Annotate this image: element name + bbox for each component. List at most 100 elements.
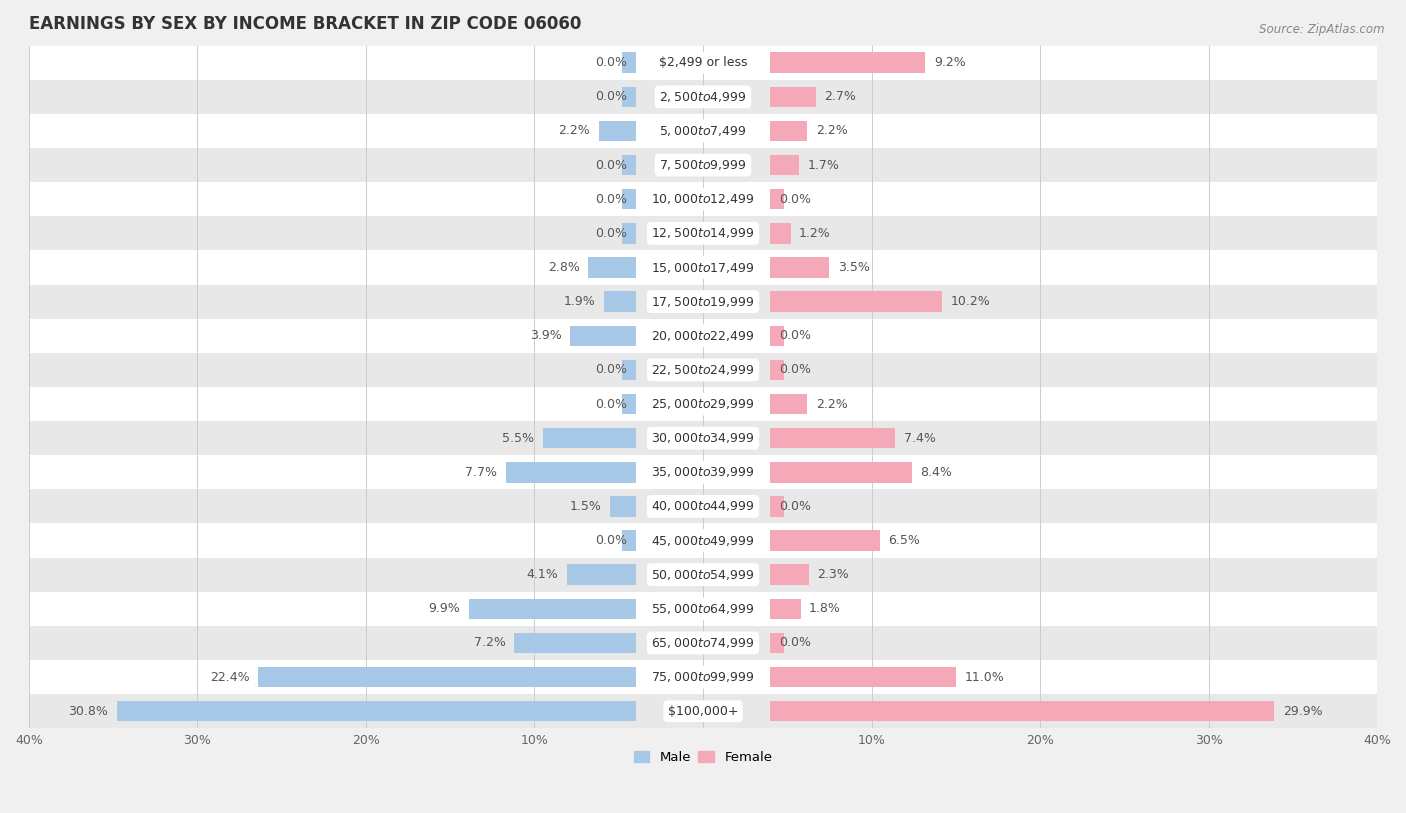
Text: 0.0%: 0.0%	[595, 363, 627, 376]
Text: 10.2%: 10.2%	[950, 295, 990, 308]
Text: $35,000 to $39,999: $35,000 to $39,999	[651, 465, 755, 480]
Bar	[770, 428, 896, 449]
Bar	[30, 148, 1376, 182]
Bar	[588, 257, 636, 278]
Text: 5.5%: 5.5%	[502, 432, 534, 445]
Bar	[567, 564, 636, 585]
Text: $50,000 to $54,999: $50,000 to $54,999	[651, 567, 755, 581]
Bar	[770, 291, 942, 312]
Bar	[770, 87, 815, 107]
Text: $55,000 to $64,999: $55,000 to $64,999	[651, 602, 755, 615]
Bar	[770, 530, 880, 550]
Bar	[30, 524, 1376, 558]
Bar	[468, 598, 636, 619]
Bar	[506, 462, 636, 483]
Bar	[621, 53, 636, 73]
Text: $2,499 or less: $2,499 or less	[659, 56, 747, 69]
Bar	[770, 155, 799, 176]
Text: $17,500 to $19,999: $17,500 to $19,999	[651, 294, 755, 309]
Text: 2.2%: 2.2%	[558, 124, 591, 137]
Bar	[770, 121, 807, 141]
Text: $7,500 to $9,999: $7,500 to $9,999	[659, 158, 747, 172]
Bar	[621, 155, 636, 176]
Text: 0.0%: 0.0%	[779, 637, 811, 650]
Bar	[770, 393, 807, 415]
Bar	[770, 462, 912, 483]
Bar	[569, 325, 636, 346]
Text: $5,000 to $7,499: $5,000 to $7,499	[659, 124, 747, 138]
Bar	[770, 189, 785, 210]
Text: $30,000 to $34,999: $30,000 to $34,999	[651, 431, 755, 446]
Bar	[770, 53, 925, 73]
Bar	[30, 660, 1376, 694]
Text: Source: ZipAtlas.com: Source: ZipAtlas.com	[1260, 23, 1385, 36]
Bar	[30, 489, 1376, 524]
Bar	[603, 291, 636, 312]
Bar	[30, 626, 1376, 660]
Text: 7.4%: 7.4%	[904, 432, 935, 445]
Text: 9.9%: 9.9%	[429, 602, 460, 615]
Bar	[770, 564, 810, 585]
Text: 2.8%: 2.8%	[548, 261, 581, 274]
Text: 0.0%: 0.0%	[595, 227, 627, 240]
Text: 0.0%: 0.0%	[595, 534, 627, 547]
Legend: Male, Female: Male, Female	[628, 746, 778, 769]
Text: 4.1%: 4.1%	[526, 568, 558, 581]
Text: 1.5%: 1.5%	[569, 500, 602, 513]
Text: 30.8%: 30.8%	[69, 705, 108, 718]
Bar	[30, 387, 1376, 421]
Bar	[30, 285, 1376, 319]
Bar	[621, 393, 636, 415]
Text: 0.0%: 0.0%	[779, 329, 811, 342]
Text: $2,500 to $4,999: $2,500 to $4,999	[659, 90, 747, 104]
Text: 7.7%: 7.7%	[465, 466, 498, 479]
Bar	[30, 46, 1376, 80]
Text: 1.9%: 1.9%	[564, 295, 595, 308]
Text: $10,000 to $12,499: $10,000 to $12,499	[651, 192, 755, 207]
Bar	[770, 359, 785, 380]
Text: $40,000 to $44,999: $40,000 to $44,999	[651, 499, 755, 514]
Text: 3.5%: 3.5%	[838, 261, 870, 274]
Bar	[30, 80, 1376, 114]
Bar	[770, 325, 785, 346]
Bar	[599, 121, 636, 141]
Bar	[770, 223, 790, 244]
Bar	[621, 189, 636, 210]
Text: 0.0%: 0.0%	[595, 159, 627, 172]
Text: 6.5%: 6.5%	[889, 534, 921, 547]
Text: 0.0%: 0.0%	[779, 500, 811, 513]
Bar	[30, 592, 1376, 626]
Text: $20,000 to $22,499: $20,000 to $22,499	[651, 328, 755, 343]
Bar	[621, 359, 636, 380]
Bar	[543, 428, 636, 449]
Text: 22.4%: 22.4%	[209, 671, 250, 684]
Bar	[621, 87, 636, 107]
Bar	[770, 496, 785, 516]
Text: $75,000 to $99,999: $75,000 to $99,999	[651, 670, 755, 684]
Text: $15,000 to $17,499: $15,000 to $17,499	[651, 260, 755, 275]
Bar	[770, 257, 830, 278]
Text: 0.0%: 0.0%	[595, 193, 627, 206]
Text: 0.0%: 0.0%	[779, 193, 811, 206]
Text: 29.9%: 29.9%	[1282, 705, 1322, 718]
Bar	[30, 114, 1376, 148]
Bar	[30, 182, 1376, 216]
Text: 7.2%: 7.2%	[474, 637, 506, 650]
Text: 0.0%: 0.0%	[595, 90, 627, 103]
Text: 9.2%: 9.2%	[934, 56, 966, 69]
Text: 2.2%: 2.2%	[815, 398, 848, 411]
Text: $65,000 to $74,999: $65,000 to $74,999	[651, 636, 755, 650]
Bar	[30, 216, 1376, 250]
Bar	[30, 319, 1376, 353]
Text: 2.2%: 2.2%	[815, 124, 848, 137]
Text: $12,500 to $14,999: $12,500 to $14,999	[651, 226, 755, 241]
Bar	[117, 701, 636, 721]
Text: 0.0%: 0.0%	[595, 56, 627, 69]
Text: 1.7%: 1.7%	[807, 159, 839, 172]
Text: EARNINGS BY SEX BY INCOME BRACKET IN ZIP CODE 06060: EARNINGS BY SEX BY INCOME BRACKET IN ZIP…	[30, 15, 581, 33]
Bar	[515, 633, 636, 653]
Bar	[770, 598, 801, 619]
Text: 2.7%: 2.7%	[824, 90, 856, 103]
Bar	[30, 455, 1376, 489]
Text: 1.2%: 1.2%	[799, 227, 831, 240]
